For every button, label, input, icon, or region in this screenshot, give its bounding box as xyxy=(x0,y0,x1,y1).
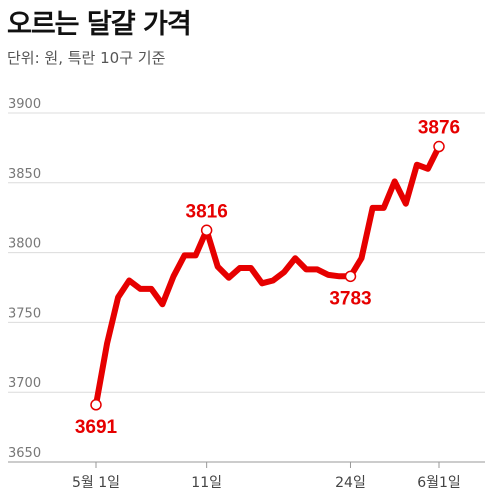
y-tick-label: 3850 xyxy=(8,167,41,182)
y-tick-label: 3800 xyxy=(8,237,41,252)
y-tick-label: 3750 xyxy=(8,306,41,321)
x-tick-label: 11일 xyxy=(191,475,222,491)
data-label: 3783 xyxy=(329,288,371,309)
y-tick-label: 3700 xyxy=(8,376,41,391)
data-point-marker xyxy=(90,399,102,411)
data-point-marker xyxy=(344,270,357,283)
data-label: 3876 xyxy=(418,118,460,139)
x-tick-label: 5월 1일 xyxy=(72,475,120,491)
y-tick-label: 3900 xyxy=(8,97,41,112)
chart-title: 오르는 달걀 가격 xyxy=(7,9,192,40)
data-point-marker xyxy=(433,140,445,153)
chart-subtitle: 단위: 원, 특란 10구 기준 xyxy=(7,49,166,67)
x-tick-label: 24일 xyxy=(335,475,366,491)
data-point-marker xyxy=(200,224,213,237)
price-line xyxy=(93,143,442,408)
y-tick-label: 3650 xyxy=(8,446,41,461)
data-label: 3691 xyxy=(75,417,118,438)
data-label: 3816 xyxy=(186,201,228,222)
x-tick-label: 6월1일 xyxy=(417,475,461,491)
